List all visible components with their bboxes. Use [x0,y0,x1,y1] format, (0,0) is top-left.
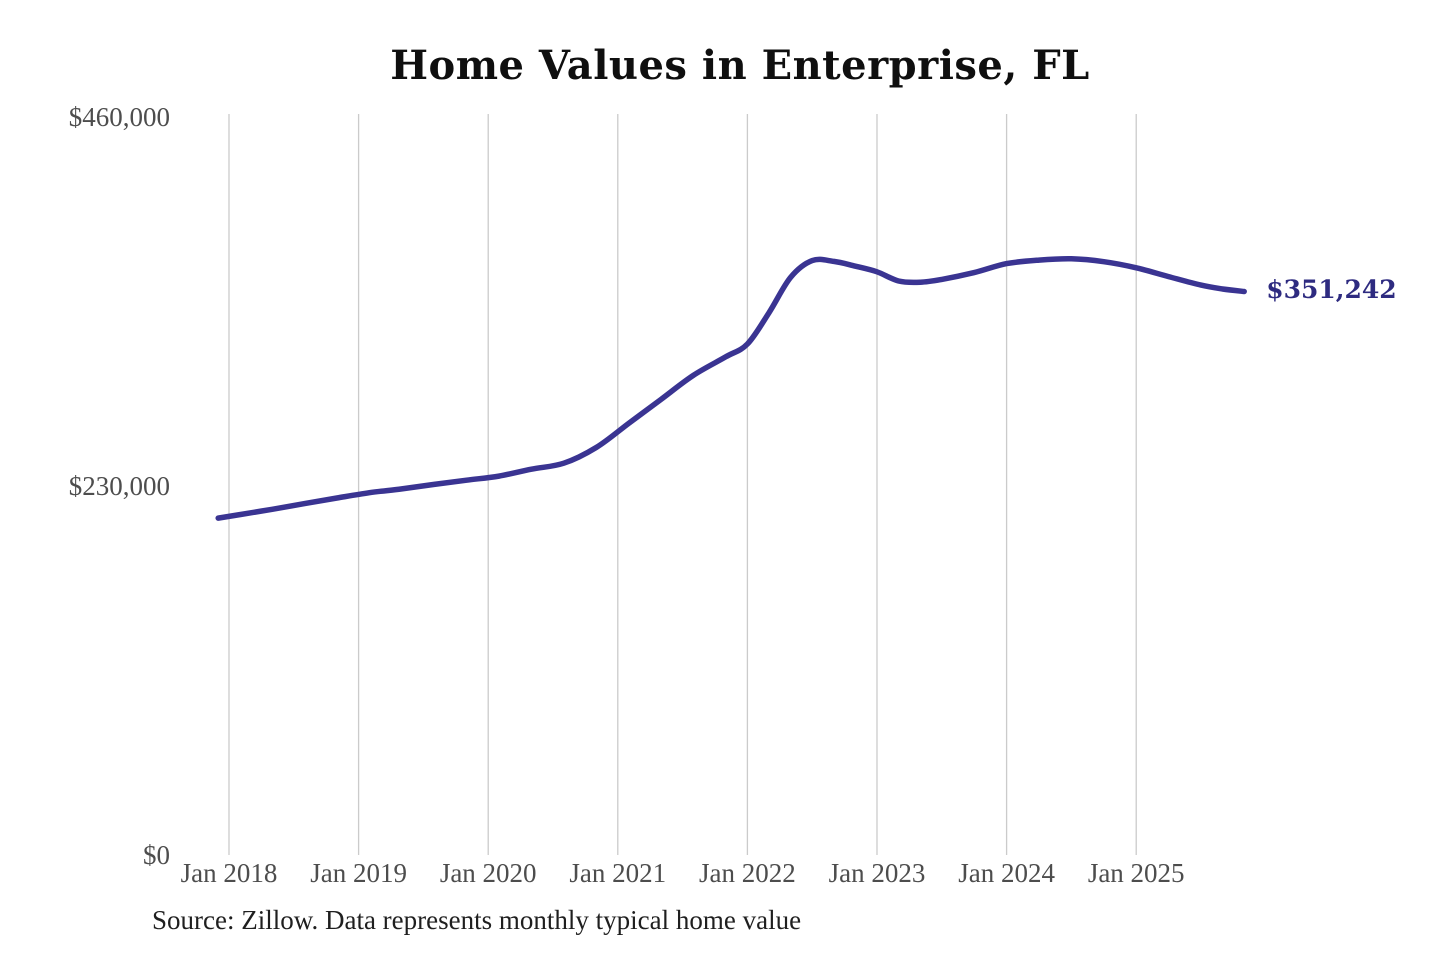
x-axis-tick-jan-2018: Jan 2018 [180,858,278,888]
y-axis-tick-0: $0 [143,840,170,870]
y-axis-tick-230000: $230,000 [68,471,170,501]
x-axis-tick-jan-2025: Jan 2025 [1087,858,1185,888]
y-axis-tick-460000: $460,000 [68,102,170,132]
gridlines [228,114,1137,855]
x-axis-tick-jan-2022: Jan 2022 [699,858,796,888]
chart-title: Home Values in Enterprise, FL [390,42,1090,89]
x-axis-tick-jan-2020: Jan 2020 [439,858,537,888]
x-axis-tick-jan-2023: Jan 2023 [828,858,926,888]
x-axis-tick-jan-2024: Jan 2024 [958,858,1055,888]
x-axis-tick-jan-2021: Jan 2021 [569,858,667,888]
source-note: Source: Zillow. Data represents monthly … [152,905,802,935]
latest-value-label: $351,242 [1266,275,1397,305]
x-axis-tick-jan-2019: Jan 2019 [310,858,407,888]
home-value-line [215,256,1247,521]
